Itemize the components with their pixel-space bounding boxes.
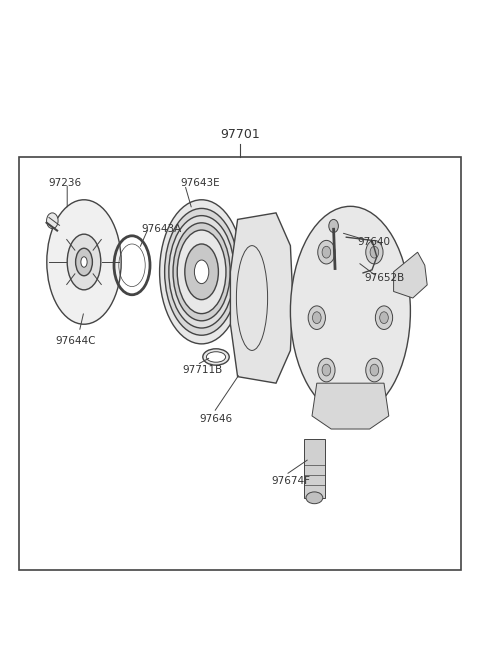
Text: 97652B: 97652B xyxy=(365,273,405,284)
Ellipse shape xyxy=(81,257,87,267)
Ellipse shape xyxy=(194,260,209,284)
Ellipse shape xyxy=(47,200,121,324)
Polygon shape xyxy=(312,383,389,429)
Text: 97640: 97640 xyxy=(358,237,391,248)
Ellipse shape xyxy=(177,230,226,314)
Ellipse shape xyxy=(203,348,229,365)
Circle shape xyxy=(318,358,335,382)
Circle shape xyxy=(366,358,383,382)
Text: 97644C: 97644C xyxy=(55,335,96,346)
Circle shape xyxy=(370,364,379,376)
Circle shape xyxy=(329,219,338,233)
Text: 97711B: 97711B xyxy=(182,365,223,375)
Circle shape xyxy=(380,312,388,324)
Circle shape xyxy=(308,306,325,329)
Ellipse shape xyxy=(206,352,226,362)
Circle shape xyxy=(322,246,331,258)
Polygon shape xyxy=(394,252,427,298)
Ellipse shape xyxy=(306,492,323,504)
Circle shape xyxy=(370,246,379,258)
Circle shape xyxy=(312,312,321,324)
Polygon shape xyxy=(230,213,293,383)
Circle shape xyxy=(366,240,383,264)
Text: 97674F: 97674F xyxy=(271,476,310,487)
Text: 97646: 97646 xyxy=(199,414,232,424)
Text: 97643A: 97643A xyxy=(142,224,182,234)
Ellipse shape xyxy=(159,200,243,344)
Text: 97236: 97236 xyxy=(48,178,81,189)
Ellipse shape xyxy=(169,215,234,328)
Ellipse shape xyxy=(290,206,410,416)
Ellipse shape xyxy=(165,208,239,335)
FancyBboxPatch shape xyxy=(304,439,325,498)
Circle shape xyxy=(375,306,393,329)
Ellipse shape xyxy=(185,244,218,300)
Ellipse shape xyxy=(173,223,230,321)
Ellipse shape xyxy=(67,234,101,290)
Circle shape xyxy=(318,240,335,264)
Circle shape xyxy=(322,364,331,376)
Text: 97701: 97701 xyxy=(220,128,260,141)
Ellipse shape xyxy=(75,248,92,276)
Text: 97643E: 97643E xyxy=(180,178,220,189)
Circle shape xyxy=(47,213,58,229)
